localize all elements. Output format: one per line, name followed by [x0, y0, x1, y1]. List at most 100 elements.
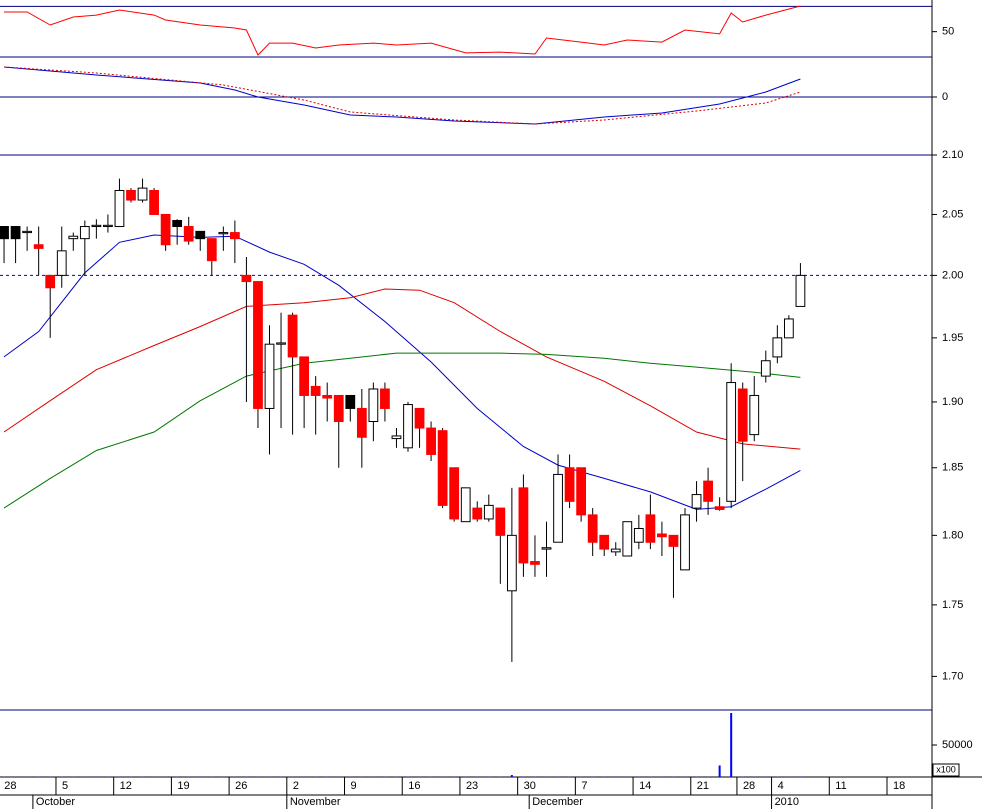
candle-body: [68, 235, 79, 240]
candle-body: [22, 230, 33, 234]
candle-body: [45, 274, 56, 289]
month-label: December: [532, 796, 583, 808]
candle-body: [633, 528, 644, 543]
y-tick-label: 2.10: [942, 149, 963, 161]
candle-body: [645, 514, 656, 543]
candle-body: [737, 388, 748, 442]
candle-body: [657, 533, 667, 538]
candle-body: [714, 506, 725, 510]
y-tick-label: 1.85: [942, 462, 963, 474]
y-tick-label: 0: [942, 91, 948, 103]
candle-body: [772, 337, 783, 358]
candle-body: [56, 250, 67, 276]
candle-body: [414, 407, 425, 429]
candle-body: [91, 224, 102, 228]
candle-body: [530, 561, 540, 565]
candle-body: [749, 394, 760, 436]
x-tick-label: 14: [639, 780, 651, 792]
month-label: November: [290, 796, 341, 808]
candle-body: [703, 480, 713, 502]
candle-body: [356, 407, 367, 438]
candle-body: [426, 427, 436, 455]
candle-body: [610, 548, 621, 553]
candle-body: [287, 314, 298, 358]
candle-body: [172, 219, 183, 228]
candle-body: [553, 473, 563, 543]
month-label: 2010: [775, 796, 799, 808]
y-tick-label: 1.75: [942, 599, 963, 611]
y-tick-label: 2.00: [942, 269, 963, 281]
candle-body: [345, 394, 356, 409]
candle-body: [783, 318, 794, 339]
y-tick-label: 1.95: [942, 332, 963, 344]
y-tick-label: 1.80: [942, 529, 963, 541]
candle-body: [668, 534, 679, 547]
x-tick-label: 11: [835, 780, 846, 792]
unit-box: [932, 763, 960, 777]
candle-body: [0, 226, 9, 240]
x-tick-label: 19: [177, 780, 189, 792]
candle-body: [299, 356, 310, 396]
x-tick-label: 5: [62, 780, 68, 792]
volume-bar: [730, 713, 733, 777]
candle-body: [114, 190, 125, 228]
candle-body: [33, 244, 44, 249]
candle-body: [126, 190, 136, 201]
candle-body: [460, 487, 471, 523]
candle-body: [437, 430, 448, 506]
candle-body: [322, 394, 333, 399]
candle-body: [449, 467, 460, 520]
line-series: [3, 352, 801, 509]
x-tick-label: 18: [893, 780, 905, 792]
y-tick-label: 50000: [942, 739, 973, 751]
candle-body: [795, 274, 806, 307]
candle-body: [483, 504, 494, 520]
candle-body: [391, 435, 402, 440]
x-tick-label: 21: [697, 780, 709, 792]
volume-bar: [510, 775, 513, 777]
candle-body: [587, 514, 598, 543]
candle-body: [368, 388, 379, 423]
candle-body: [10, 226, 21, 240]
candle-body: [276, 342, 286, 345]
line-series: [3, 66, 801, 125]
candle-body: [726, 382, 737, 502]
x-tick-label: 30: [524, 780, 536, 792]
x-tick-label: 4: [778, 780, 784, 792]
candle-body: [241, 274, 252, 283]
candle-body: [229, 232, 240, 240]
x-tick-label: 28: [743, 780, 755, 792]
candle-body: [206, 238, 217, 262]
candle-body: [680, 514, 690, 571]
x-tick-label: 12: [120, 780, 132, 792]
candle-body: [310, 385, 321, 396]
candle-body: [264, 343, 275, 409]
volume-bar: [718, 765, 721, 777]
unit-label: x100: [936, 764, 956, 774]
line-series: [3, 234, 801, 510]
line-series: [3, 66, 801, 125]
x-tick-label: 26: [235, 780, 247, 792]
candle-body: [403, 404, 413, 449]
x-tick-label: 16: [408, 780, 420, 792]
y-tick-label: 50: [942, 26, 954, 38]
line-series: [4, 5, 801, 56]
candle-body: [518, 487, 529, 564]
candle-body: [333, 394, 344, 423]
candle-body: [218, 232, 229, 235]
candle-body: [564, 467, 575, 502]
y-tick-label: 1.90: [942, 396, 963, 408]
candle-body: [195, 230, 206, 240]
candle-body: [149, 190, 159, 215]
candle-body: [622, 521, 633, 557]
candle-body: [79, 226, 90, 240]
candle-body: [137, 187, 148, 201]
candle-body: [599, 534, 610, 550]
x-tick-label: 7: [581, 780, 587, 792]
y-tick-label: 2.05: [942, 208, 963, 220]
y-tick-label: 1.70: [942, 670, 963, 682]
candle-body: [183, 226, 194, 242]
x-tick-label: 23: [466, 780, 478, 792]
